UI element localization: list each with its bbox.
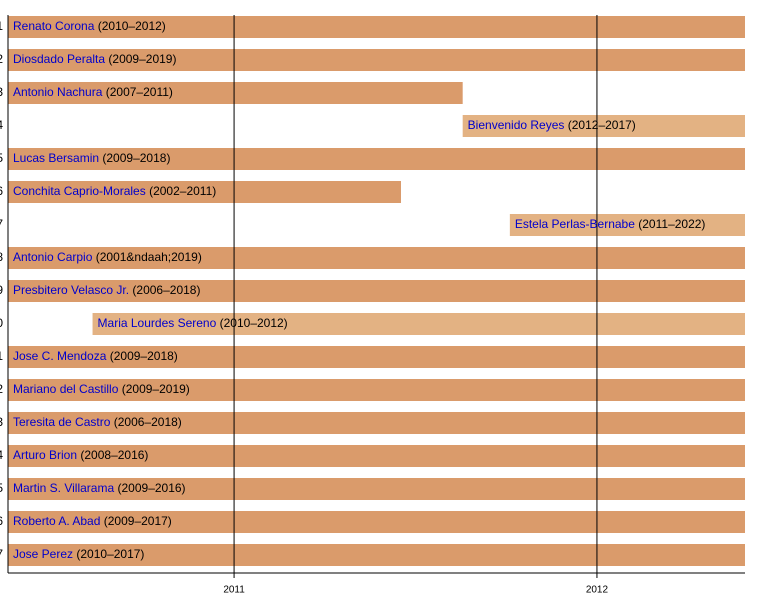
bar-label: Jose Perez (2010–2017) [13, 547, 144, 561]
term-years: (2009–2017) [104, 514, 172, 528]
bar-label: Bienvenido Reyes (2012–2017) [468, 118, 636, 132]
term-years: (2009–2019) [108, 52, 176, 66]
x-tick-label: 2011 [223, 585, 245, 595]
y-tick-label: 9 [0, 283, 3, 297]
y-tick-label: 1 [0, 19, 3, 33]
bar [8, 445, 745, 467]
term-years: (2010–2012) [98, 19, 166, 33]
term-years: (2009–2016) [118, 481, 186, 495]
y-tick-label: 4 [0, 118, 3, 132]
term-years: (2008–2016) [80, 448, 148, 462]
bar-label: Presbitero Velasco Jr. (2006–2018) [13, 283, 200, 297]
bar [8, 148, 745, 170]
y-tick-label: 16 [0, 514, 3, 528]
term-years: (2009–2018) [110, 349, 178, 363]
bar-label: Lucas Bersamin (2009–2018) [13, 151, 170, 165]
member-name[interactable]: Antonio Nachura [13, 85, 103, 99]
member-name[interactable]: Presbitero Velasco Jr. [13, 283, 129, 297]
bar [8, 181, 401, 203]
bar-label: Maria Lourdes Sereno (2010–2012) [98, 316, 288, 330]
bar-label: Estela Perlas-Bernabe (2011–2022) [515, 217, 706, 231]
bar-label: Arturo Brion (2008–2016) [13, 448, 148, 462]
bar [8, 16, 745, 38]
bar [8, 412, 745, 434]
bar-label: Roberto A. Abad (2009–2017) [13, 514, 172, 528]
y-tick-label: 3 [0, 85, 3, 99]
y-tick-label: 10 [0, 316, 3, 330]
member-name[interactable]: Antonio Carpio [13, 250, 93, 264]
member-name[interactable]: Martin S. Villarama [13, 481, 114, 495]
y-tick-label: 5 [0, 151, 3, 165]
bar-label: Diosdado Peralta (2009–2019) [13, 52, 176, 66]
bar-label: Antonio Nachura (2007–2011) [13, 85, 173, 99]
member-name[interactable]: Bienvenido Reyes [468, 118, 565, 132]
bar [8, 511, 745, 533]
y-tick-label: 17 [0, 547, 3, 561]
bar-label: Jose C. Mendoza (2009–2018) [13, 349, 178, 363]
term-years: (2006–2018) [132, 283, 200, 297]
bar-label: Teresita de Castro (2006–2018) [13, 415, 182, 429]
y-tick-label: 12 [0, 382, 3, 396]
member-name[interactable]: Jose Perez [13, 547, 73, 561]
member-name[interactable]: Mariano del Castillo [13, 382, 119, 396]
bar [509, 214, 745, 236]
bar [462, 115, 745, 137]
member-name[interactable]: Roberto A. Abad [13, 514, 100, 528]
bar [8, 544, 745, 566]
bar [8, 346, 745, 368]
term-years: (2006–2018) [114, 415, 182, 429]
y-tick-label: 2 [0, 52, 3, 66]
y-tick-label: 7 [0, 217, 3, 231]
bar [8, 478, 745, 500]
term-years: (2010–2012) [220, 316, 288, 330]
y-tick-label: 8 [0, 250, 3, 264]
member-name[interactable]: Renato Corona [13, 19, 95, 33]
member-name[interactable]: Jose C. Mendoza [13, 349, 107, 363]
term-years: (2010–2017) [76, 547, 144, 561]
bar [8, 280, 745, 302]
member-name[interactable]: Estela Perlas-Bernabe [515, 217, 635, 231]
term-years: (2012–2017) [568, 118, 636, 132]
y-tick-label: 6 [0, 184, 3, 198]
term-years: (2007–2011) [106, 85, 173, 99]
member-name[interactable]: Lucas Bersamin [13, 151, 99, 165]
y-tick-label: 14 [0, 448, 3, 462]
member-name[interactable]: Maria Lourdes Sereno [98, 316, 217, 330]
bar-label: Conchita Caprio-Morales (2002–2011) [13, 184, 216, 198]
member-name[interactable]: Teresita de Castro [13, 415, 111, 429]
bar [8, 82, 463, 104]
term-years: (2002–2011) [149, 184, 216, 198]
bar-label: Antonio Carpio (2001&ndaah;2019) [13, 250, 202, 264]
member-name[interactable]: Conchita Caprio-Morales [13, 184, 146, 198]
bar-label: Renato Corona (2010–2012) [13, 19, 166, 33]
y-tick-label: 13 [0, 415, 3, 429]
bar [8, 379, 745, 401]
term-years: (2009–2019) [122, 382, 190, 396]
member-name[interactable]: Arturo Brion [13, 448, 77, 462]
bar [8, 49, 745, 71]
plot-area [8, 15, 745, 573]
bar [92, 313, 745, 335]
bar [8, 247, 745, 269]
member-name[interactable]: Diosdado Peralta [13, 52, 105, 66]
y-tick-label: 15 [0, 481, 3, 495]
bar-label: Martin S. Villarama (2009–2016) [13, 481, 186, 495]
x-tick-label: 2012 [586, 585, 609, 595]
y-tick-label: 11 [0, 349, 3, 363]
term-years: (2009–2018) [102, 151, 170, 165]
bar-label: Mariano del Castillo (2009–2019) [13, 382, 190, 396]
term-years: (2011–2022) [638, 217, 705, 231]
term-years: (2001&ndaah;2019) [96, 250, 202, 264]
